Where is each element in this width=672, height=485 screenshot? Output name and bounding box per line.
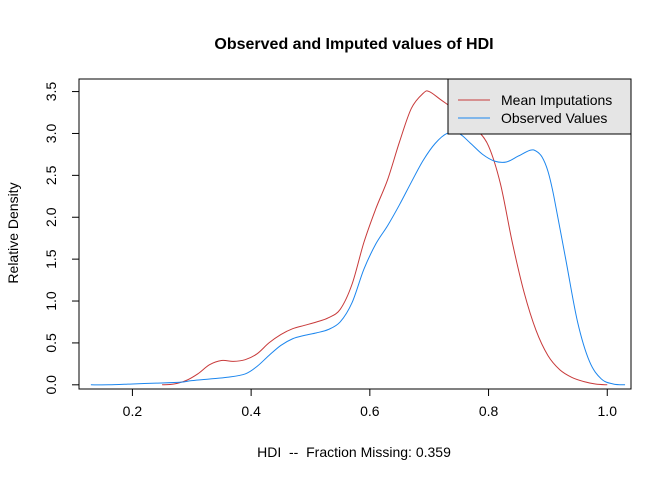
series-line-mean-imputations	[162, 90, 608, 386]
y-tick-label: 1.0	[43, 291, 59, 311]
y-tick-label: 3.5	[43, 82, 59, 102]
series-layer	[90, 90, 626, 386]
series-line-observed-values	[90, 131, 626, 386]
x-tick-label: 0.4	[241, 403, 261, 419]
x-tick-label: 1.0	[598, 403, 618, 419]
y-tick-label: 0.5	[43, 333, 59, 353]
legend: Mean Imputations Observed Values	[447, 78, 632, 135]
x-tick-label: 0.6	[360, 403, 380, 419]
legend-label: Mean Imputations	[501, 92, 612, 108]
y-tick-label: 2.0	[43, 207, 59, 227]
legend-box	[447, 78, 632, 135]
y-axis: 0.0 0.5 1.0 1.5 2.0 2.5 3.0 3.5	[43, 82, 80, 395]
x-axis: 0.2 0.4 0.6 0.8 1.0	[123, 388, 618, 419]
y-tick-label: 2.5	[43, 165, 59, 185]
legend-label: Observed Values	[501, 110, 607, 126]
y-tick-label: 0.0	[43, 375, 59, 395]
y-tick-label: 1.5	[43, 249, 59, 269]
y-axis-label: Relative Density	[5, 182, 21, 283]
x-tick-label: 0.8	[479, 403, 499, 419]
x-tick-label: 0.2	[123, 403, 143, 419]
y-tick-label: 3.0	[43, 124, 59, 144]
x-axis-label: HDI -- Fraction Missing: 0.359	[257, 444, 451, 460]
chart-title: Observed and Imputed values of HDI	[214, 36, 493, 53]
